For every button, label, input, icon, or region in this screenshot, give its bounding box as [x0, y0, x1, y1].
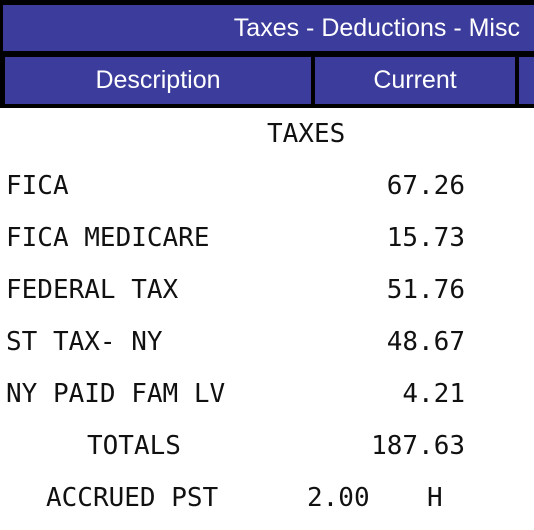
tax-row-description: FEDERAL TAX — [6, 275, 179, 305]
tax-row-current: 48.67 — [386, 327, 465, 357]
tax-row-description: FICA MEDICARE — [6, 223, 210, 253]
tax-row-current: 4.21 — [402, 379, 465, 409]
tax-row-description: ST TAX- NY — [6, 327, 163, 357]
accrued-value: 2.00 — [307, 483, 370, 513]
column-header-extra — [519, 57, 534, 104]
column-header-description[interactable]: Description — [5, 57, 311, 104]
totals-label: TOTALS — [87, 431, 181, 461]
tax-row-description: NY PAID FAM LV — [6, 379, 226, 409]
section-title-taxes: TAXES — [267, 119, 346, 149]
tax-row-description: FICA — [6, 171, 69, 201]
tax-row-current: 15.73 — [386, 223, 465, 253]
totals-value: 187.63 — [371, 431, 465, 461]
tax-row-current: 51.76 — [386, 275, 465, 305]
title-band: Taxes - Deductions - Misc — [0, 0, 534, 54]
accrued-label: ACCRUED PST — [46, 483, 219, 513]
accrued-unit: H — [427, 483, 443, 513]
column-header-current[interactable]: Current — [315, 57, 515, 104]
tax-row-current: 67.26 — [386, 171, 465, 201]
page-title: Taxes - Deductions - Misc — [3, 5, 534, 51]
column-header-row: Description Current — [0, 54, 534, 108]
